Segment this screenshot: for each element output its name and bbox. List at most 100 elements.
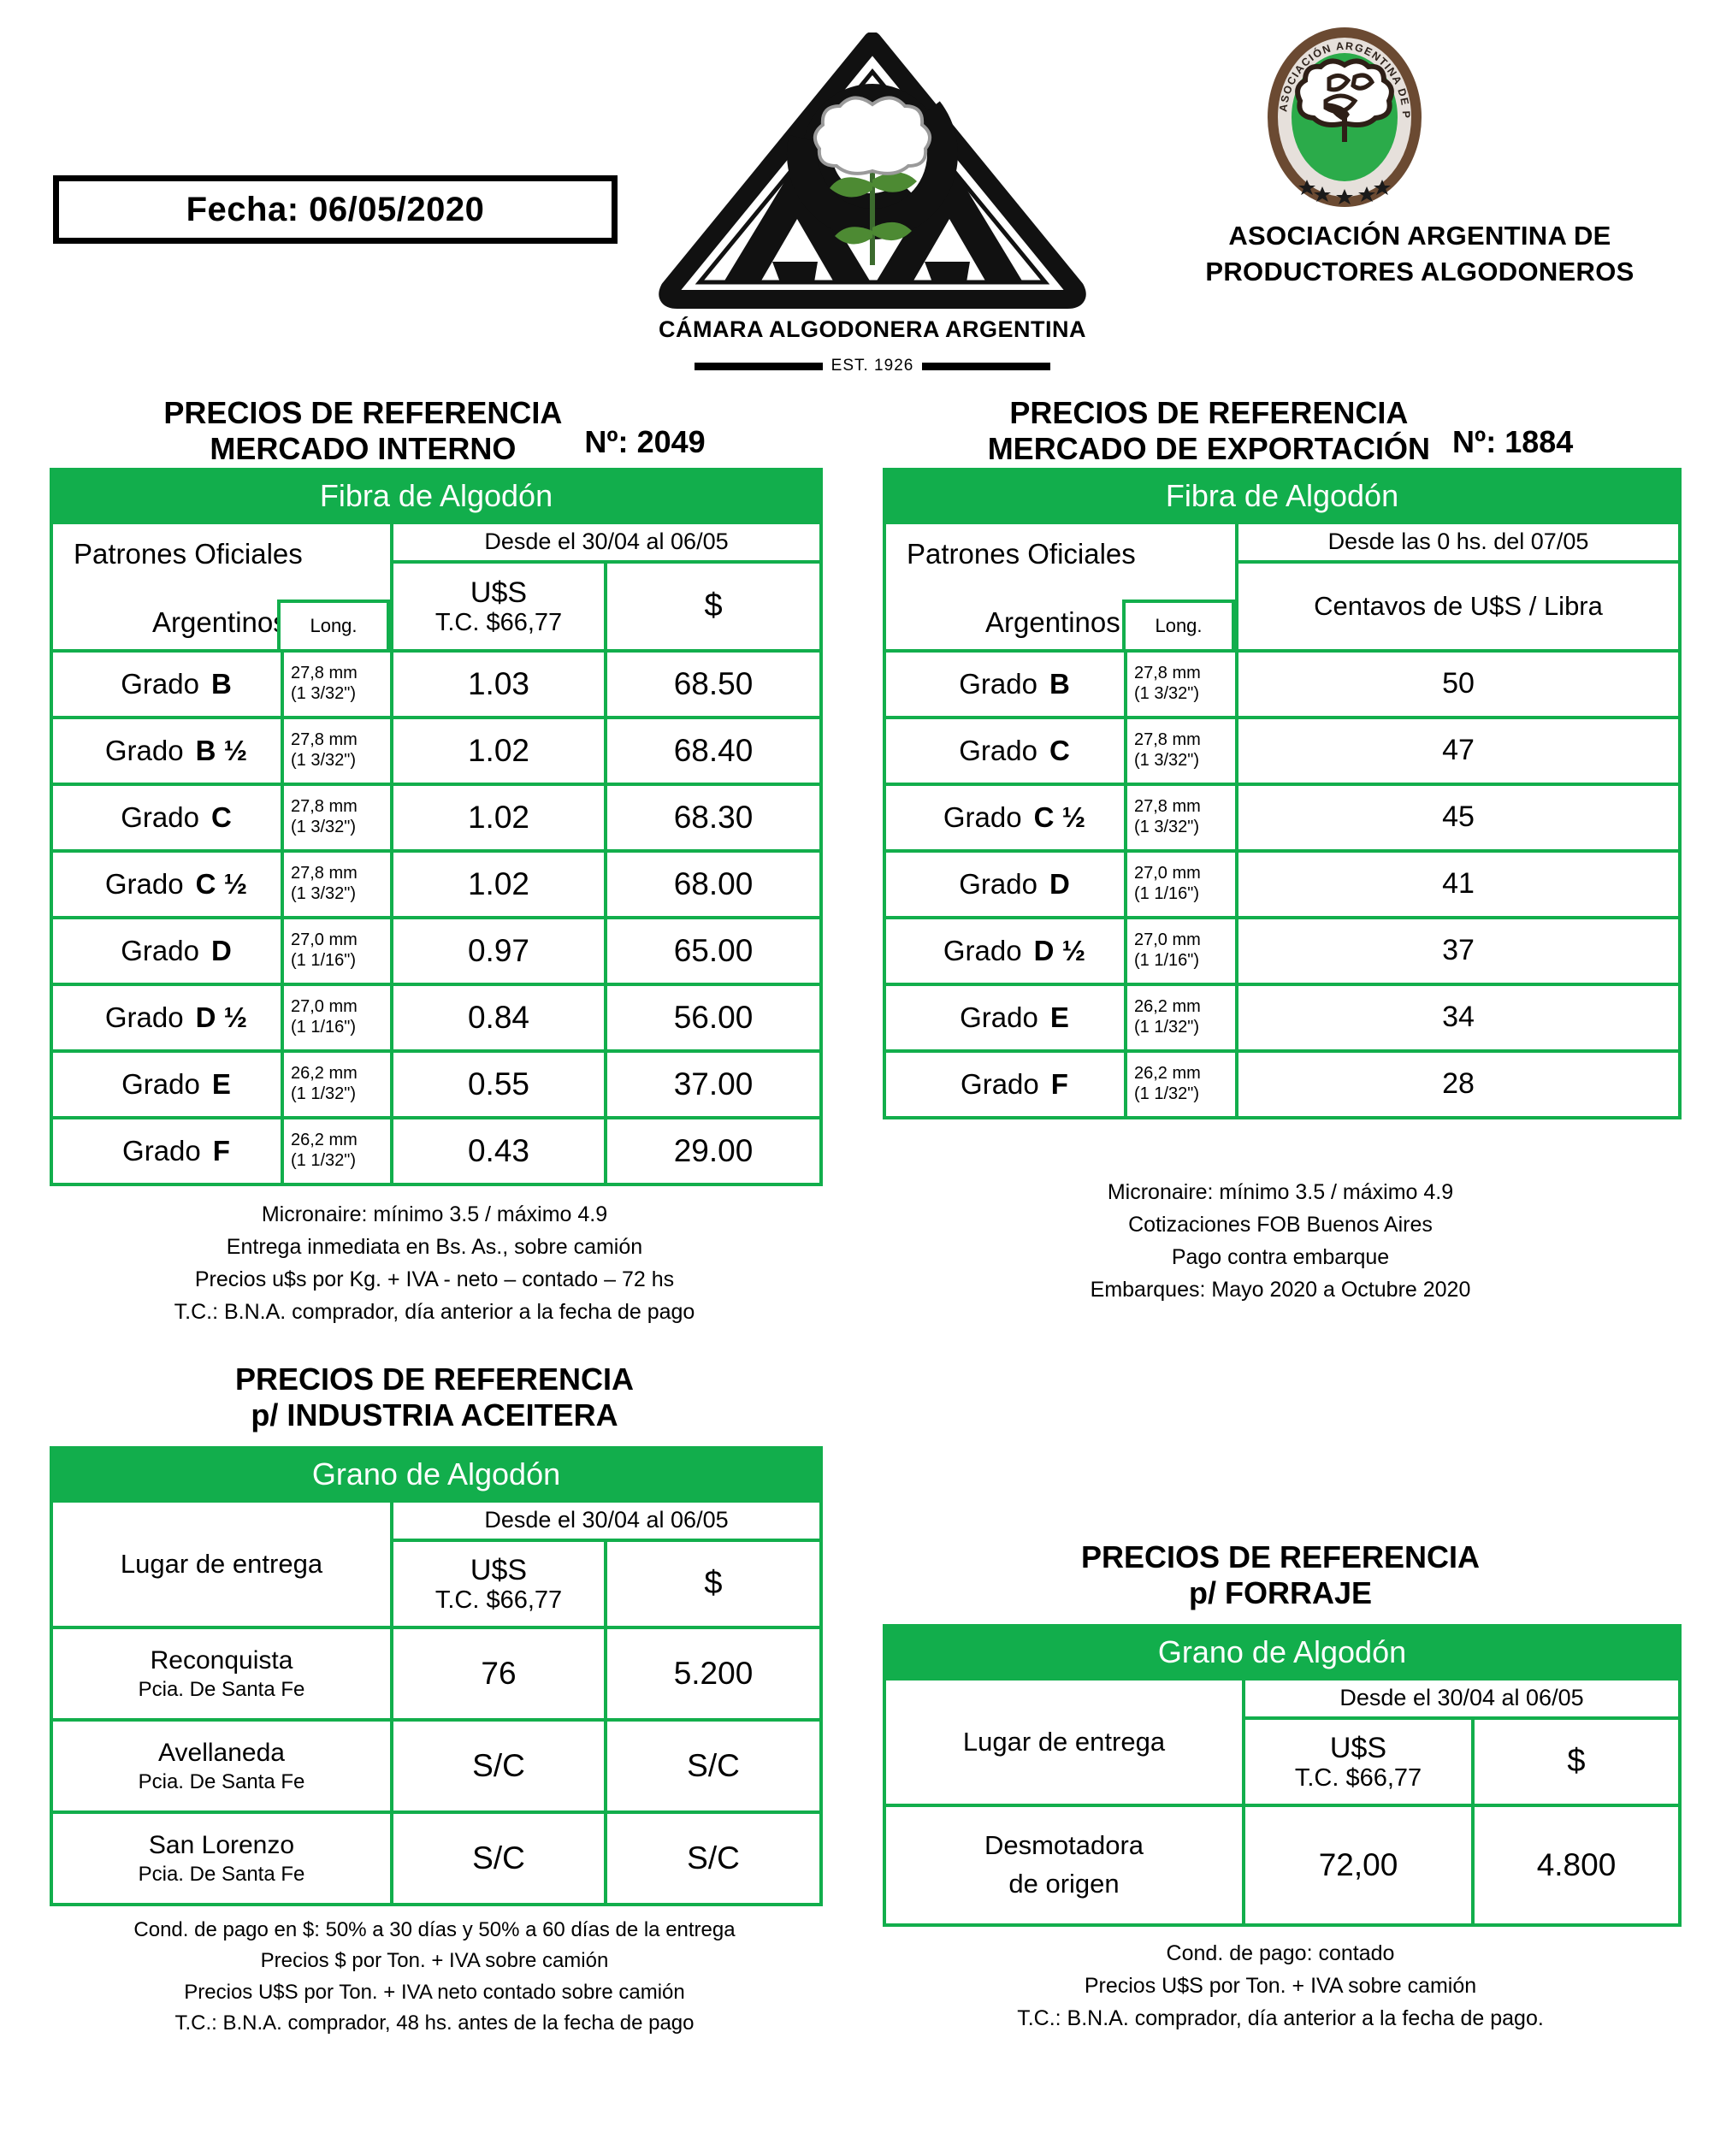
interno-usd-value: 0.43	[390, 1115, 607, 1186]
aceitera-note: T.C.: B.N.A. comprador, 48 hs. antes de …	[174, 2011, 695, 2035]
grade-word: Grado	[104, 867, 184, 900]
interno-grade-cell: Grado B	[50, 648, 284, 719]
export-number: Nº: 1884	[1452, 395, 1573, 460]
length-inch: (1 3/32")	[1134, 750, 1200, 770]
place-name: Reconquista	[150, 1646, 293, 1675]
interno-length-cell: 27,0 mm (1 1/16")	[281, 982, 393, 1053]
aceitera-place-header: Lugar de entrega	[50, 1498, 393, 1629]
interno-number-value: 2049	[636, 424, 706, 459]
length-inch: (1 1/32")	[291, 1084, 357, 1103]
interno-currency-peso: $	[603, 559, 824, 653]
grade-word: Grado	[959, 867, 1037, 900]
grade-letter: B ½	[195, 734, 248, 766]
forraje-currency-usd: U$S T.C. $66,77	[1242, 1716, 1475, 1807]
grade-letter: E	[1049, 1001, 1069, 1033]
aceitera-currency-usd: U$S T.C. $66,77	[390, 1538, 607, 1629]
export-table: Fibra de Algodón Patrones Oficiales Arge…	[882, 467, 1682, 1119]
grade-word: Grado	[959, 734, 1037, 766]
table-row: Grado C ½ 27,8 mm (1 3/32") 45	[883, 782, 1682, 853]
aapa-title-line1: ASOCIACIÓN ARGENTINA DE	[1228, 221, 1611, 251]
table-row: San Lorenzo Pcia. De Santa Fe S/C S/C	[50, 1810, 823, 1906]
grade-word: Grado	[943, 934, 1022, 966]
forraje-peso-value: 4.800	[1471, 1803, 1682, 1927]
export-length-cell: 27,8 mm (1 3/32")	[1124, 648, 1238, 719]
export-grade-cell: Grado D ½	[883, 915, 1127, 986]
grade-letter: C ½	[1033, 800, 1086, 833]
interno-usd-value: 0.84	[390, 982, 607, 1053]
export-grade-cell: Grado E	[883, 982, 1127, 1053]
grade-word: Grado	[961, 1067, 1039, 1100]
length-inch: (1 1/32")	[1134, 1017, 1200, 1037]
grade-letter: B	[1049, 667, 1070, 700]
date-box: Fecha: 06/05/2020	[53, 175, 618, 244]
export-number-label: Nº:	[1452, 424, 1497, 459]
forraje-usd-label: U$S	[1329, 1731, 1387, 1764]
aceitera-product-header-row: Grano de Algodón	[50, 1445, 823, 1503]
grade-letter: C ½	[195, 867, 248, 900]
length-inch: (1 3/32")	[1134, 683, 1200, 703]
interno-length-cell: 27,0 mm (1 1/16")	[281, 915, 393, 986]
grade-word: Grado	[121, 667, 199, 700]
aapa-title-line2: PRODUCTORES ALGODONEROS	[1205, 256, 1634, 286]
interno-usd-value: 1.02	[390, 715, 607, 786]
interno-length-cell: 27,8 mm (1 3/32")	[281, 715, 393, 786]
page-header: Fecha: 06/05/2020	[0, 0, 1732, 402]
export-note: Cotizaciones FOB Buenos Aires	[1128, 1212, 1433, 1237]
interno-long-label: Long.	[277, 599, 390, 653]
grade-letter: B	[210, 667, 232, 700]
grade-word: Grado	[121, 934, 199, 966]
length-inch: (1 3/32")	[291, 683, 357, 703]
grade-word: Grado	[959, 667, 1037, 700]
place-name: San Lorenzo	[148, 1831, 295, 1860]
aceitera-currency-row: U$S T.C. $66,77 $	[51, 1538, 823, 1629]
interno-usd-tc: T.C. $66,77	[434, 608, 563, 636]
interno-peso-value: 68.40	[603, 715, 824, 786]
aceitera-note: Precios $ por Ton. + IVA sobre camión	[260, 1949, 609, 1973]
export-unit-row: Centavos de U$S / Libra	[884, 559, 1682, 653]
aceitera-title: PRECIOS DE REFERENCIA p/ INDUSTRIA ACEIT…	[234, 1362, 635, 1433]
length-mm: 26,2 mm	[291, 1064, 358, 1084]
table-row: Desmotadora de origen 72,00 4.800	[883, 1803, 1682, 1927]
length-mm: 26,2 mm	[1134, 1064, 1201, 1084]
grade-word: Grado	[960, 1001, 1038, 1033]
length-mm: 27,8 mm	[291, 664, 358, 683]
table-row: Reconquista Pcia. De Santa Fe 76 5.200	[50, 1625, 823, 1722]
place-line1: Desmotadora	[984, 1830, 1144, 1860]
grade-word: Grado	[121, 800, 199, 833]
table-row: Grado E 26,2 mm (1 1/32") 0.55 37.00	[50, 1048, 824, 1119]
table-row: Grado C ½ 27,8 mm (1 3/32") 1.02 68.00	[50, 848, 824, 919]
table-row: Grado F 26,2 mm (1 1/32") 0.43 29.00	[50, 1115, 824, 1186]
aceitera-place-cell: Reconquista Pcia. De Santa Fe	[50, 1625, 393, 1722]
caa-logo-name: CÁMARA ALGODONERA ARGENTINA	[659, 316, 1086, 342]
export-long-label: Long.	[1122, 599, 1235, 653]
forraje-note: Cond. de pago: contado	[1166, 1940, 1395, 1965]
interno-currency-usd: U$S T.C. $66,77	[390, 559, 607, 653]
export-period: Desde las 0 hs. del 07/05	[1234, 520, 1682, 564]
length-mm: 27,8 mm	[1134, 664, 1201, 683]
interno-peso-value: 37.00	[603, 1048, 824, 1119]
export-length-cell: 27,0 mm (1 1/16")	[1124, 848, 1238, 919]
table-row: Grado B ½ 27,8 mm (1 3/32") 1.02 68.40	[50, 715, 824, 786]
forraje-title-row: PRECIOS DE REFERENCIA p/ FORRAJE	[883, 1539, 1678, 1612]
export-grade-cell: Grado B	[883, 648, 1127, 719]
export-length-cell: 26,2 mm (1 1/32")	[1124, 982, 1238, 1053]
forraje-product-header-row: Grano de Algodón	[883, 1623, 1682, 1680]
forraje-currency-row: U$S T.C. $66,77 $	[884, 1716, 1682, 1807]
interno-usd-value: 0.55	[390, 1048, 607, 1119]
table-row: Grado E 26,2 mm (1 1/32") 34	[883, 982, 1682, 1053]
place-name: Avellaneda	[158, 1739, 285, 1768]
length-inch: (1 1/16")	[1134, 883, 1200, 903]
grade-letter: D ½	[195, 1001, 248, 1033]
grade-letter: F	[212, 1134, 230, 1167]
export-period-row: Patrones Oficiales Argentinos Long. Desd…	[883, 520, 1682, 653]
interno-length-cell: 27,8 mm (1 3/32")	[281, 848, 393, 919]
rule-left	[694, 362, 823, 370]
grade-letter: C	[210, 800, 232, 833]
grade-letter: D	[1049, 867, 1070, 900]
aceitera-period-row: Lugar de entrega Desde el 30/04 al 06/05	[50, 1498, 823, 1629]
interno-patrones-line2: Argentinos	[152, 605, 287, 638]
export-grade-cell: Grado C	[883, 715, 1127, 786]
caa-emblem-icon	[659, 32, 1086, 309]
aceitera-usd-value: S/C	[390, 1717, 607, 1814]
